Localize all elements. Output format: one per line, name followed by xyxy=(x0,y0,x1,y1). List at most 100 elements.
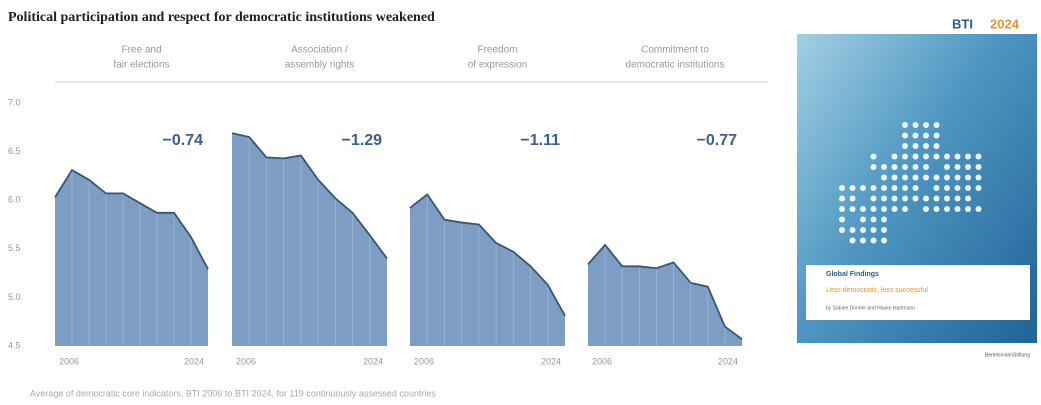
cover-dot xyxy=(839,227,845,233)
cover-dot xyxy=(923,143,929,149)
line xyxy=(54,168,209,270)
cover-dot xyxy=(902,153,908,160)
cover-dot xyxy=(902,185,908,191)
title: Political participation and respect for … xyxy=(8,10,435,25)
cover-dot xyxy=(881,164,887,170)
cover-dot xyxy=(965,153,971,160)
cover-dot xyxy=(891,185,898,191)
cover-dot xyxy=(965,185,971,191)
line xyxy=(409,193,566,317)
cover-dot xyxy=(944,174,950,181)
cover-dot xyxy=(923,132,929,139)
cover-dot xyxy=(954,164,961,170)
cover-year: 2024 xyxy=(990,16,1020,31)
cover-dot xyxy=(933,122,940,128)
cover-dot xyxy=(891,153,898,160)
cover-dot xyxy=(975,153,982,160)
cover-authors: by Sabine Donner and Hauke Hartmann xyxy=(826,305,915,311)
y-tick-label: 5.5 xyxy=(8,243,21,253)
cover-dots xyxy=(839,122,982,244)
panel-title: assembly rights xyxy=(285,60,354,71)
cover-dot xyxy=(902,143,908,149)
cover-dot xyxy=(902,164,908,170)
cover-top xyxy=(797,10,1037,34)
cover-dot xyxy=(881,216,887,223)
cover-dot xyxy=(870,216,877,223)
cover-dot xyxy=(923,164,929,170)
cover-dot xyxy=(891,206,898,212)
cover-dot xyxy=(860,237,866,244)
area xyxy=(410,194,565,346)
cover-dot xyxy=(870,206,877,212)
y-tick-label: 4.5 xyxy=(8,340,21,350)
cover-dot xyxy=(860,185,866,191)
cover-dot xyxy=(933,206,940,212)
cover-dot xyxy=(933,143,940,149)
panel-title: Association / xyxy=(291,45,348,56)
cover-dot xyxy=(933,185,940,191)
cover-dot xyxy=(839,216,845,223)
cover-dot xyxy=(954,153,961,160)
cover-dot xyxy=(965,174,971,181)
y-tick-label: 6.5 xyxy=(8,146,21,156)
annotation: −0.77 xyxy=(697,132,738,149)
area xyxy=(55,170,208,346)
cover-dot xyxy=(839,195,845,202)
cover-dot xyxy=(870,153,877,160)
panel-title: Free and xyxy=(121,45,161,56)
cover-subtitle: Less democratic, less successful xyxy=(826,287,928,294)
cover-dot xyxy=(944,164,950,170)
cover-dot xyxy=(944,206,950,212)
cover-dot xyxy=(891,164,898,170)
cover-dot xyxy=(954,185,961,191)
cover-dot xyxy=(975,174,982,181)
x-tick-label: 2024 xyxy=(363,356,383,366)
cover-dot xyxy=(849,185,856,191)
cover-dot xyxy=(923,195,929,202)
line xyxy=(231,132,388,260)
cover-dot xyxy=(902,122,908,128)
cover-dot xyxy=(933,153,940,160)
cover-dot xyxy=(933,195,940,202)
cover-dot xyxy=(944,185,950,191)
x-tick-label: 2006 xyxy=(414,356,434,366)
y-tick-label: 7.0 xyxy=(8,97,21,107)
cover-dot xyxy=(923,122,929,128)
cover-dot xyxy=(881,195,887,202)
cover-dot xyxy=(954,206,961,212)
cover-dot xyxy=(891,195,898,202)
annotation: −1.29 xyxy=(342,132,383,149)
cover-dot xyxy=(933,132,940,139)
cover-dot xyxy=(954,174,961,181)
area xyxy=(232,133,387,346)
y-tick-label: 5.0 xyxy=(8,292,21,302)
cover-dot xyxy=(912,195,919,202)
panel-title: fair elections xyxy=(113,60,169,71)
cover-dot xyxy=(870,185,877,191)
cover-dot xyxy=(849,195,856,202)
cover-dot xyxy=(849,227,856,233)
x-tick-label: 2006 xyxy=(236,356,256,366)
cover-dot xyxy=(923,206,929,212)
cover-dot xyxy=(839,206,845,212)
cover-dot xyxy=(870,227,877,233)
cover-dot xyxy=(933,174,940,181)
cover-dot xyxy=(912,132,919,139)
x-tick-label: 2006 xyxy=(59,356,79,366)
cover-dot xyxy=(912,122,919,128)
cover-dot xyxy=(881,227,887,233)
panel-title: Commitment to xyxy=(641,45,709,56)
cover-dot xyxy=(902,206,908,212)
cover-dot xyxy=(912,174,919,181)
cover-dot xyxy=(870,237,877,244)
cover-dot xyxy=(891,174,898,181)
cover-publisher: BertelsmannStiftung xyxy=(985,352,1030,358)
cover: BTI 2024 Global Findings Less democratic… xyxy=(797,10,1037,368)
cover-dot xyxy=(923,174,929,181)
cover-dot xyxy=(870,195,877,202)
cover-dot xyxy=(902,132,908,139)
line xyxy=(587,243,743,340)
note: Average of democratic core indicators, B… xyxy=(30,388,436,398)
cover-brand: BTI xyxy=(952,16,973,31)
